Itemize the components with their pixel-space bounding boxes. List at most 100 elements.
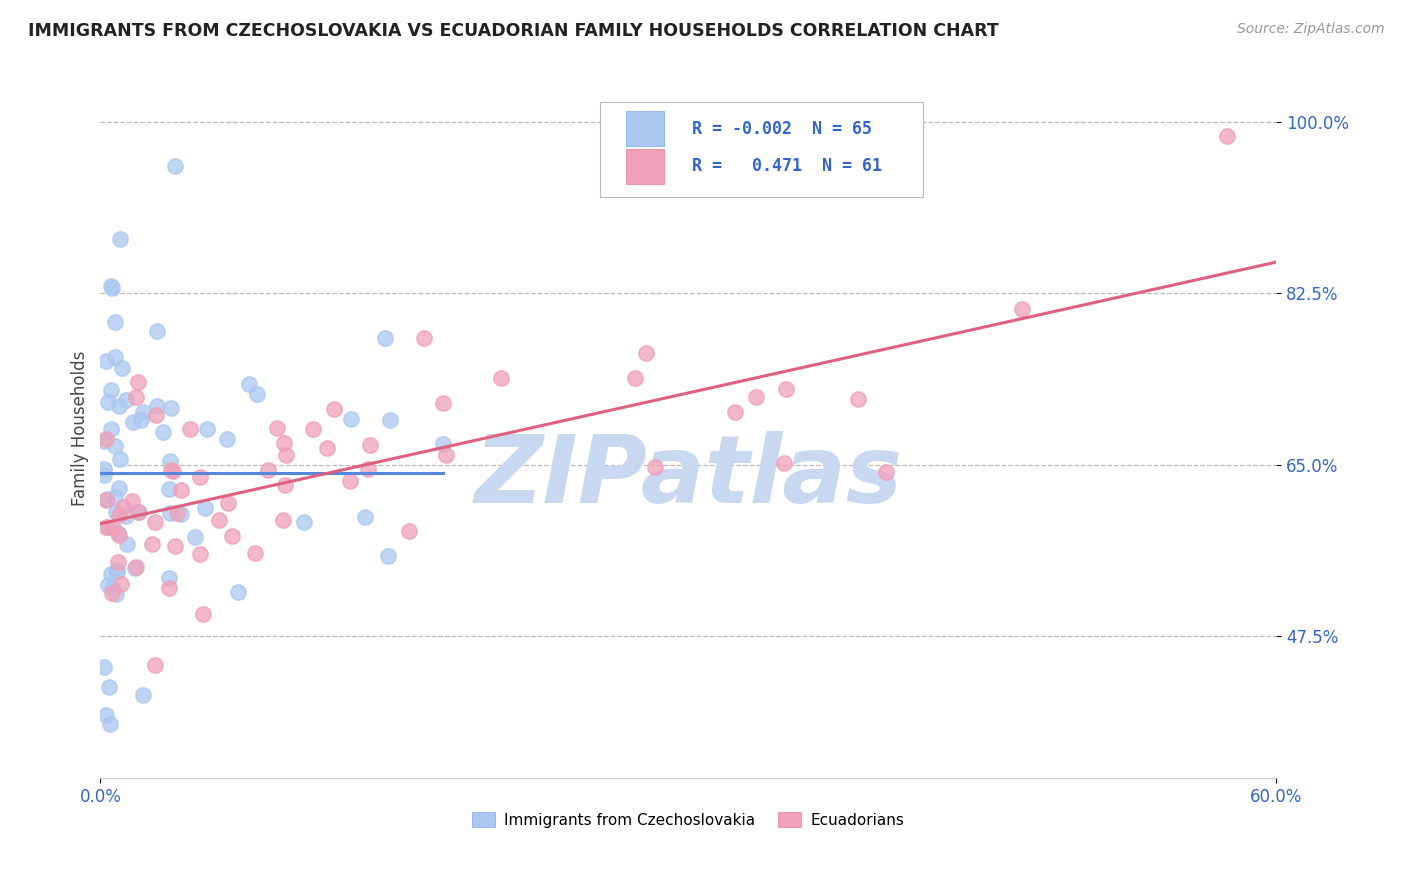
Point: [132, 405, 155, 419]
Point: [292, 515, 315, 529]
Point: [108, 232, 131, 246]
Point: [101, 520, 124, 534]
Point: [108, 528, 131, 542]
Text: R = -0.002  N = 65: R = -0.002 N = 65: [692, 120, 872, 137]
Point: [101, 586, 124, 600]
Point: [94, 708, 117, 723]
Point: [848, 392, 870, 406]
Point: [160, 463, 183, 477]
Point: [93, 461, 115, 475]
Point: [491, 371, 513, 385]
Point: [432, 396, 454, 410]
Point: [190, 470, 212, 484]
Point: [624, 371, 647, 385]
Point: [775, 382, 797, 396]
Legend: Immigrants from Czechoslovakia, Ecuadorians: Immigrants from Czechoslovakia, Ecuadori…: [465, 805, 910, 834]
Point: [104, 439, 127, 453]
Point: [127, 505, 149, 519]
Point: [107, 508, 129, 522]
Point: [274, 477, 297, 491]
FancyBboxPatch shape: [600, 102, 924, 196]
Text: R =   0.471  N = 61: R = 0.471 N = 61: [692, 158, 882, 176]
Point: [875, 465, 897, 479]
Point: [107, 526, 129, 541]
Point: [160, 401, 183, 416]
Point: [170, 507, 193, 521]
Point: [322, 401, 344, 416]
Point: [162, 464, 184, 478]
Point: [100, 422, 122, 436]
Point: [157, 482, 180, 496]
Point: [105, 565, 128, 579]
Point: [129, 413, 152, 427]
Point: [145, 324, 167, 338]
Point: [356, 462, 378, 476]
Point: [195, 422, 218, 436]
Point: [266, 420, 288, 434]
Point: [107, 555, 129, 569]
Point: [434, 449, 457, 463]
Point: [121, 494, 143, 508]
Point: [374, 331, 396, 345]
Point: [179, 422, 201, 436]
Point: [93, 659, 115, 673]
Point: [100, 279, 122, 293]
Point: [377, 549, 399, 563]
Point: [93, 468, 115, 483]
Point: [96, 432, 118, 446]
Point: [166, 506, 188, 520]
Text: IMMIGRANTS FROM CZECHOSLOVAKIA VS ECUADORIAN FAMILY HOUSEHOLDS CORRELATION CHART: IMMIGRANTS FROM CZECHOSLOVAKIA VS ECUADO…: [28, 22, 998, 40]
Point: [107, 482, 129, 496]
Point: [245, 546, 267, 560]
Point: [143, 516, 166, 530]
Point: [101, 281, 124, 295]
Point: [359, 438, 381, 452]
Point: [108, 399, 131, 413]
Point: [125, 559, 148, 574]
Point: [157, 581, 180, 595]
Point: [111, 360, 134, 375]
Point: [103, 315, 125, 329]
Point: [97, 578, 120, 592]
Point: [380, 413, 402, 427]
Point: [193, 500, 215, 515]
Point: [1011, 301, 1033, 316]
Point: [159, 454, 181, 468]
Point: [159, 506, 181, 520]
Point: [115, 508, 138, 523]
Point: [208, 513, 231, 527]
Point: [190, 547, 212, 561]
Point: [132, 688, 155, 702]
Point: [339, 474, 361, 488]
Point: [146, 399, 169, 413]
Point: [238, 377, 260, 392]
Point: [215, 432, 238, 446]
Point: [103, 350, 125, 364]
Point: [1216, 129, 1239, 144]
Point: [96, 492, 118, 507]
Point: [110, 577, 132, 591]
Point: [432, 437, 454, 451]
Point: [100, 581, 122, 595]
Point: [98, 681, 121, 695]
Point: [191, 607, 214, 622]
Point: [124, 391, 146, 405]
Point: [97, 394, 120, 409]
Point: [94, 354, 117, 368]
Point: [97, 520, 120, 534]
Point: [105, 563, 128, 577]
Point: [271, 513, 294, 527]
Point: [100, 384, 122, 398]
Point: [724, 405, 747, 419]
Point: [93, 434, 115, 448]
Text: Source: ZipAtlas.com: Source: ZipAtlas.com: [1237, 22, 1385, 37]
Point: [246, 387, 269, 401]
Point: [183, 530, 205, 544]
Point: [274, 448, 297, 462]
Point: [110, 451, 132, 466]
Point: [257, 463, 280, 477]
Point: [96, 519, 118, 533]
Point: [115, 537, 138, 551]
Point: [128, 505, 150, 519]
Point: [141, 537, 163, 551]
